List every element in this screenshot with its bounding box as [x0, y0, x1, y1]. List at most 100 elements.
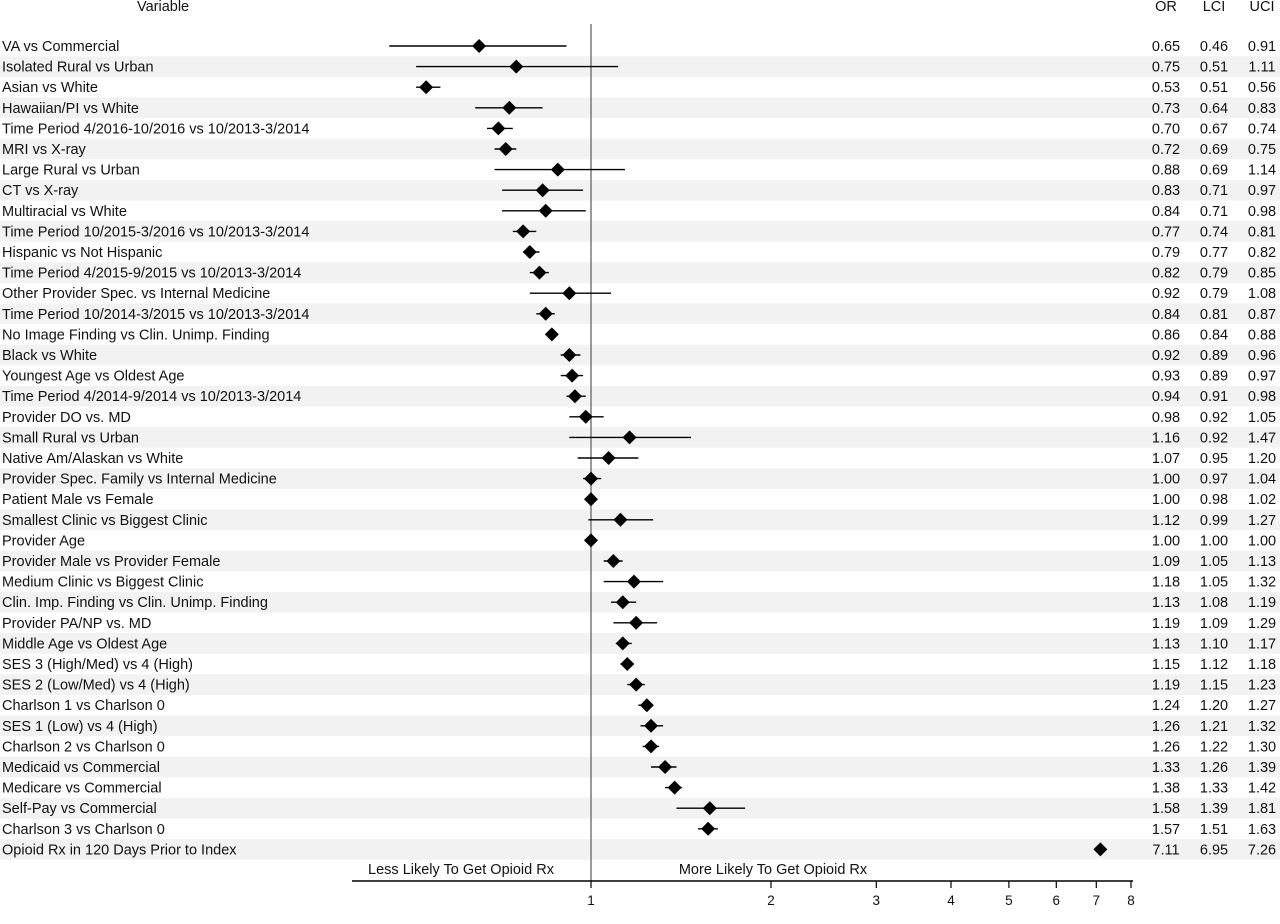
lci-value: 0.92: [1200, 410, 1228, 426]
row-label: SES 2 (Low/Med) vs 4 (High): [2, 678, 190, 694]
lci-value: 0.67: [1200, 121, 1228, 137]
uci-value: 1.30: [1248, 739, 1276, 755]
or-value: 0.79: [1152, 245, 1180, 261]
row-label: Multiracial vs White: [2, 204, 127, 220]
lci-value: 1.00: [1200, 533, 1228, 549]
row-label: Other Provider Spec. vs Internal Medicin…: [2, 286, 270, 302]
row-stripe: [0, 138, 1280, 160]
forest-row: SES 1 (Low) vs 4 (High) 1.26 1.21 1.32: [2, 718, 1276, 735]
row-label: Black vs White: [2, 348, 97, 364]
lci-value: 0.89: [1200, 369, 1228, 385]
or-marker: [498, 142, 513, 156]
row-stripe: [0, 839, 1280, 860]
forest-rows: VA vs Commercial 0.65 0.46 0.91 Isolated Rur…: [2, 39, 1276, 858]
lci-value: 1.20: [1200, 698, 1228, 714]
or-value: 0.86: [1152, 327, 1180, 343]
header-or: OR: [1155, 0, 1177, 15]
forest-row: Patient Male vs Female 1.00 0.98 1.02: [2, 492, 1276, 508]
or-value: 1.07: [1152, 451, 1180, 467]
row-stripe: [0, 591, 1280, 613]
or-value: 7.11: [1152, 842, 1179, 858]
lci-value: 0.51: [1200, 60, 1228, 76]
lci-value: 1.33: [1200, 781, 1228, 797]
or-value: 0.94: [1152, 389, 1180, 405]
row-label: Time Period 4/2014-9/2014 vs 10/2013-3/2…: [2, 389, 301, 405]
lci-value: 1.09: [1200, 616, 1228, 632]
forest-row: MRI vs X-ray 0.72 0.69 0.75: [2, 142, 1276, 158]
uci-value: 1.81: [1248, 801, 1276, 817]
uci-value: 0.91: [1248, 39, 1276, 55]
lci-value: 1.21: [1200, 719, 1228, 735]
row-label: Medium Clinic vs Biggest Clinic: [2, 575, 203, 591]
uci-value: 0.97: [1248, 183, 1276, 199]
or-marker: [622, 430, 637, 445]
or-value: 1.19: [1152, 678, 1180, 694]
lci-value: 0.79: [1200, 286, 1228, 302]
lci-value: 0.69: [1200, 163, 1228, 179]
lci-value: 0.69: [1200, 142, 1228, 158]
lci-value: 1.05: [1200, 554, 1228, 570]
row-stripe: [0, 468, 1280, 489]
uci-value: 0.81: [1248, 224, 1276, 240]
or-marker: [615, 595, 630, 610]
row-label: Small Rural vs Urban: [2, 430, 139, 446]
uci-value: 1.17: [1248, 636, 1276, 652]
forest-row: Medium Clinic vs Biggest Clinic 1.18 1.05 1…: [2, 574, 1276, 591]
row-label: Youngest Age vs Oldest Age: [2, 369, 184, 385]
or-value: 1.00: [1152, 492, 1180, 508]
row-label: Isolated Rural vs Urban: [2, 60, 154, 76]
direction-label-more: More Likely To Get Opioid Rx: [679, 862, 868, 878]
or-marker: [565, 368, 580, 383]
row-stripe: [0, 715, 1280, 737]
row-label: Provider Age: [2, 533, 85, 549]
or-marker: [702, 801, 717, 816]
or-value: 1.58: [1152, 801, 1180, 817]
forest-row: Black vs White 0.92 0.89 0.96: [2, 348, 1276, 364]
row-label: CT vs X-ray: [2, 183, 79, 199]
or-marker: [535, 183, 550, 198]
x-tick-label: 5: [1005, 893, 1013, 908]
or-marker: [615, 636, 630, 651]
uci-value: 0.85: [1248, 266, 1276, 282]
or-value: 1.24: [1152, 698, 1180, 714]
row-stripe: [0, 262, 1280, 283]
lci-value: 0.98: [1200, 492, 1228, 508]
lci-value: 0.92: [1200, 430, 1228, 446]
x-tick-label: 7: [1093, 893, 1101, 908]
or-value: 1.09: [1152, 554, 1180, 570]
uci-value: 1.08: [1248, 286, 1276, 302]
lci-value: 0.95: [1200, 451, 1228, 467]
forest-row: No Image Finding vs Clin. Unimp. Finding…: [2, 327, 1276, 343]
uci-value: 1.63: [1248, 822, 1276, 838]
uci-value: 1.42: [1248, 781, 1276, 797]
lci-value: 0.89: [1200, 348, 1228, 364]
row-label: Asian vs White: [2, 80, 98, 96]
or-marker: [629, 615, 644, 630]
direction-label-less: Less Likely To Get Opioid Rx: [368, 862, 555, 878]
or-value: 1.26: [1152, 739, 1180, 755]
forest-row: VA vs Commercial 0.65 0.46 0.91: [2, 39, 1276, 55]
row-label: Provider PA/NP vs. MD: [2, 616, 151, 632]
uci-value: 1.04: [1248, 472, 1276, 488]
or-value: 0.98: [1152, 410, 1180, 426]
forest-row: Time Period 4/2016-10/2016 vs 10/2013-3/…: [2, 121, 1276, 137]
uci-value: 7.26: [1248, 842, 1276, 858]
or-value: 0.84: [1152, 307, 1180, 323]
forest-row: Opioid Rx in 120 Days Prior to Index 7.11…: [2, 842, 1276, 858]
lci-value: 0.77: [1200, 245, 1228, 261]
uci-value: 1.32: [1248, 575, 1276, 591]
row-label: Opioid Rx in 120 Days Prior to Index: [2, 842, 237, 858]
row-label: No Image Finding vs Clin. Unimp. Finding: [2, 327, 270, 343]
forest-row: Time Period 10/2015-3/2016 vs 10/2013-3/…: [2, 224, 1276, 240]
lci-value: 0.99: [1200, 513, 1228, 529]
or-value: 0.88: [1152, 163, 1180, 179]
row-label: Charlson 1 vs Charlson 0: [2, 698, 165, 714]
uci-value: 0.75: [1248, 142, 1276, 158]
x-tick-label: 4: [947, 893, 955, 908]
or-value: 0.82: [1152, 266, 1180, 282]
row-label: Medicare vs Commercial: [2, 781, 162, 797]
row-label: Hawaiian/PI vs White: [2, 101, 139, 117]
x-axis: 1 2 3 4 5 6 7 8: [352, 880, 1135, 908]
or-value: 1.18: [1152, 575, 1180, 591]
row-stripe: [0, 344, 1280, 366]
